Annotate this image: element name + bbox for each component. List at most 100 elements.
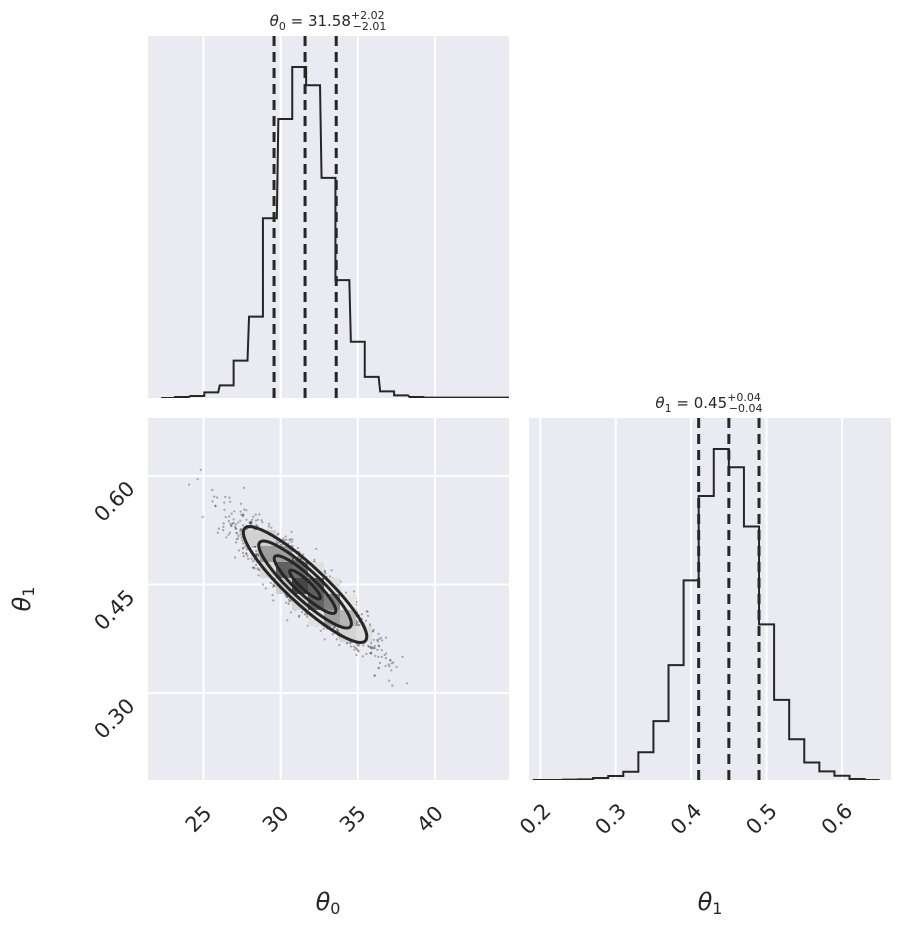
title-value: = 0.45 [672, 394, 728, 412]
scatter-point [287, 602, 290, 606]
scatter-point [336, 627, 339, 631]
y-axis-label-theta1: θ1 [8, 587, 38, 612]
scatter-point [224, 515, 227, 519]
scatter-point [257, 553, 260, 557]
scatter-point [380, 655, 383, 659]
title-value: = 31.58 [286, 12, 351, 30]
scatter-point [303, 613, 306, 616]
scatter-point [272, 599, 275, 602]
scatter-point [288, 598, 291, 601]
axis-label-subscript: 0 [330, 899, 340, 918]
title-plus-error: +2.02 [351, 9, 385, 22]
scatter-point [367, 614, 370, 617]
scatter-point [370, 647, 373, 650]
y-tick-labels-theta1: 0.30 0.45 0.60 [89, 476, 139, 743]
scatter-point [223, 501, 226, 504]
scatter-point [282, 537, 285, 540]
scatter-point [243, 508, 246, 511]
axis-label-subscript: 1 [712, 899, 722, 918]
scatter-point [376, 648, 379, 652]
scatter-point [378, 661, 382, 665]
scatter-point [201, 515, 204, 519]
scatter-point [333, 626, 336, 629]
x-tick-label: 0.4 [666, 799, 707, 840]
scatter-point [239, 502, 243, 505]
scatter-point [370, 642, 373, 645]
axis-label-symbol: θ [316, 888, 331, 916]
scatter-point [229, 500, 232, 503]
scatter-point [288, 538, 291, 542]
scatter-point [239, 510, 242, 513]
scatter-point [216, 496, 219, 499]
scatter-point [251, 566, 254, 569]
scatter-point [280, 543, 283, 546]
scatter-point [217, 527, 220, 530]
scatter-point [230, 524, 233, 528]
scatter-point [297, 555, 300, 559]
scatter-point [188, 483, 191, 486]
scatter-point [242, 555, 245, 558]
scatter-point [323, 638, 326, 641]
scatter-point [250, 557, 253, 560]
scatter-point [234, 541, 238, 544]
scatter-point [338, 643, 341, 647]
scatter-point [384, 657, 387, 660]
y-tick-label: 0.30 [89, 694, 139, 744]
title-param: θ [655, 394, 664, 412]
scatter-point [291, 545, 294, 548]
scatter-point [246, 554, 249, 557]
scatter-point [368, 623, 372, 626]
scatter-point [229, 522, 232, 525]
scatter-point [227, 519, 230, 523]
x-tick-labels-theta0: 25 30 35 40 [181, 801, 448, 837]
scatter-point [235, 527, 238, 531]
scatter-point [230, 524, 233, 527]
scatter-point [247, 557, 250, 561]
scatter-point [356, 623, 359, 626]
scatter-point [299, 557, 302, 560]
scatter-point [236, 537, 240, 540]
scatter-point [401, 655, 404, 658]
scatter-point [214, 505, 217, 508]
scatter-point [222, 525, 225, 529]
scatter-point [275, 540, 278, 543]
scatter-point [384, 664, 387, 668]
scatter-point [251, 560, 254, 563]
scatter-point [372, 628, 375, 632]
scatter-point [285, 595, 288, 599]
scatter-point [241, 513, 244, 516]
scatter-point [374, 654, 377, 658]
scatter-point [364, 619, 368, 622]
scatter-point [245, 548, 249, 551]
title-subscript: 1 [665, 402, 672, 415]
scatter-point [395, 665, 398, 669]
scatter-point [239, 533, 242, 536]
y-tick-label: 0.60 [89, 476, 139, 526]
scatter-point [356, 621, 359, 624]
scatter-point [376, 640, 379, 643]
scatter-point [392, 661, 395, 664]
scatter-point [378, 645, 381, 648]
axis-label-symbol: θ [698, 888, 713, 916]
scatter-point [297, 615, 300, 618]
scatter-point [377, 667, 380, 670]
scatter-point [245, 552, 248, 555]
scatter-point [290, 530, 293, 533]
scatter-point [344, 591, 348, 594]
scatter-point [315, 547, 318, 550]
scatter-point [248, 521, 251, 524]
scatter-point [242, 542, 245, 545]
scatter-point [331, 633, 334, 636]
panel-background [148, 36, 509, 398]
panel-hist-theta1: 0.2 0.3 0.4 0.5 0.6 θ1 = 0.45+0.04 −0.04 [515, 391, 891, 839]
scatter-point [279, 543, 282, 546]
scatter-point [319, 629, 322, 632]
scatter-point [267, 525, 270, 528]
scatter-point [233, 510, 236, 513]
scatter-point [249, 522, 252, 525]
scatter-point [391, 684, 394, 687]
x-tick-label: 35 [335, 801, 371, 837]
scatter-point [249, 521, 252, 524]
scatter-point [228, 515, 231, 518]
